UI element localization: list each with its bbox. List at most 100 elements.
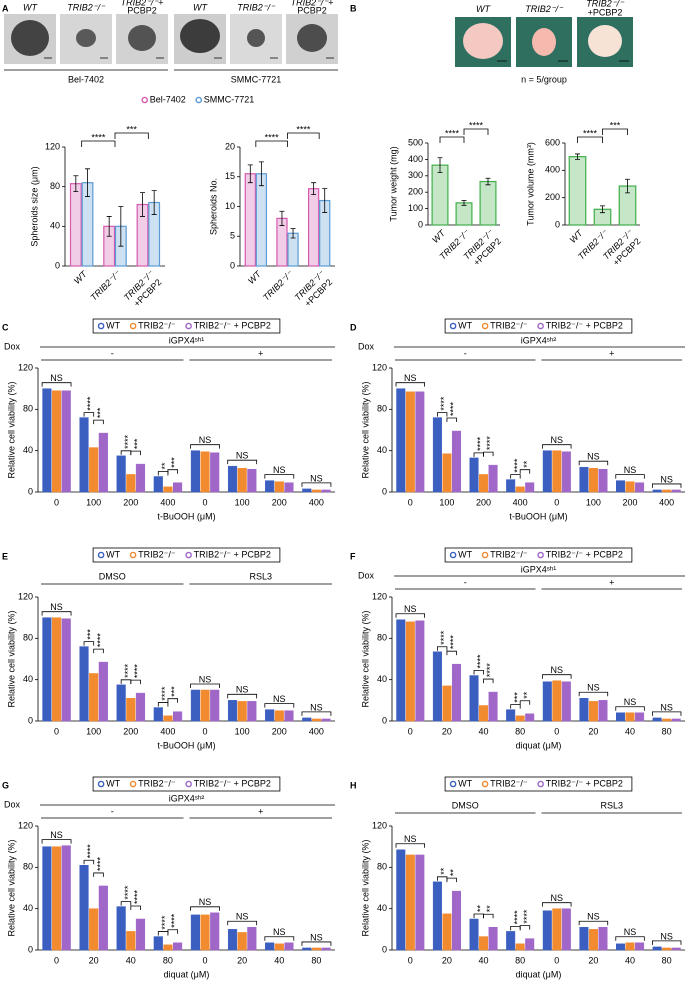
legend-marker — [537, 780, 544, 788]
bar — [116, 455, 126, 493]
legend-marker — [449, 780, 457, 788]
bar — [525, 482, 535, 493]
bar — [415, 854, 425, 951]
panel-label: G — [2, 780, 9, 790]
legend-label: TRIB2⁻/⁻ — [138, 549, 176, 559]
legend-label: SMMC-7721 — [204, 94, 255, 104]
significance-bracket — [130, 450, 141, 456]
significance-label: NS — [310, 932, 323, 942]
legend-marker — [185, 322, 192, 330]
significance-label: NS — [660, 931, 673, 941]
spheroid — [297, 24, 327, 52]
significance-bracket — [437, 412, 448, 417]
bar — [506, 479, 516, 493]
bar — [116, 906, 126, 951]
significance-bracket — [41, 382, 72, 387]
x-tick-label: 40 — [479, 726, 489, 736]
x-axis-title: t-BuOOH (μM) — [157, 740, 215, 750]
significance-bracket — [542, 902, 572, 907]
legend-box — [444, 318, 633, 334]
bar — [98, 885, 108, 951]
significance-bracket — [473, 452, 484, 457]
legend-label: TRIB2⁻/⁻ + PCBP2 — [546, 549, 623, 559]
bar — [671, 718, 681, 722]
bar — [635, 712, 645, 722]
x-tick-label: 0 — [554, 497, 559, 507]
bar — [662, 489, 672, 493]
x-tick-label: 0 — [554, 726, 559, 736]
bar — [61, 845, 71, 951]
x-tick-label: 20 — [237, 955, 247, 965]
error-bar — [140, 192, 145, 217]
y-axis-title: Spheroids size (μm) — [29, 166, 39, 246]
x-tick-label: 40 — [479, 955, 489, 965]
bar — [488, 927, 498, 951]
significance-label: NS — [236, 912, 249, 922]
y-tick-label: 0 — [555, 219, 560, 229]
bar — [396, 849, 406, 951]
y-tick-label: 80 — [50, 181, 60, 191]
error-bar — [625, 178, 630, 194]
significance-label: **** — [512, 910, 522, 925]
significance-label: **** — [449, 635, 459, 650]
bar — [265, 480, 275, 493]
tumor — [588, 25, 622, 57]
bar — [552, 908, 562, 951]
bar — [79, 646, 89, 722]
x-tick-label: 20 — [588, 955, 598, 965]
bar — [515, 943, 525, 951]
y-tick-label: 0 — [382, 944, 387, 954]
bar — [244, 173, 256, 267]
error-bar — [258, 161, 264, 187]
group-label: + — [258, 348, 263, 358]
significance-bracket — [83, 412, 95, 417]
significance-label: NS — [199, 435, 212, 445]
bar — [598, 927, 608, 951]
x-tick-label: 0 — [54, 955, 59, 965]
significance-bracket — [157, 471, 169, 476]
bar — [616, 943, 626, 951]
significance-bracket — [446, 650, 457, 656]
bar — [135, 692, 146, 722]
x-tick-label: 100 — [586, 497, 601, 507]
significance-label: NS — [404, 604, 417, 614]
x-axis-title: t-BuOOH (μM) — [157, 511, 215, 521]
image-label: TRIB2⁻/⁻+ — [121, 0, 164, 7]
legend-marker — [129, 322, 137, 330]
significance-bracket — [510, 926, 521, 931]
x-tick-label: 400 — [160, 497, 175, 507]
y-tick-label: 0 — [230, 260, 235, 270]
bar — [451, 430, 461, 493]
bar — [153, 936, 163, 951]
x-tick-label: 100 — [235, 726, 250, 736]
significance-bracket — [157, 702, 169, 707]
x-tick-label: WT — [568, 227, 586, 245]
legend-marker — [537, 551, 544, 559]
bar — [469, 457, 479, 493]
x-tick-label: 200 — [623, 497, 638, 507]
x-tick-label: 0 — [203, 726, 208, 736]
bar — [635, 482, 645, 493]
significance-label: ** — [485, 905, 495, 913]
x-tick-label: 80 — [163, 955, 173, 965]
panel-b-images — [455, 17, 633, 67]
bar — [237, 467, 247, 493]
x-tick-label: WT — [246, 268, 264, 286]
significance-bracket — [167, 469, 178, 474]
bar — [126, 474, 136, 493]
significance-label: NS — [624, 697, 637, 707]
significance-bracket — [615, 474, 645, 479]
significance-label: **** — [160, 915, 170, 930]
significance-bracket — [578, 460, 609, 466]
y-tick-label: 120 — [18, 820, 33, 830]
significance-label: **** — [485, 663, 495, 678]
error-bar — [118, 206, 124, 247]
legend-box — [92, 776, 281, 792]
bar — [479, 705, 489, 722]
bar — [247, 469, 257, 493]
group-label: + — [609, 577, 614, 587]
legend-marker — [129, 780, 137, 788]
bar — [625, 942, 635, 951]
y-tick-label: 0 — [382, 486, 387, 496]
significance-label: **** — [133, 664, 143, 679]
